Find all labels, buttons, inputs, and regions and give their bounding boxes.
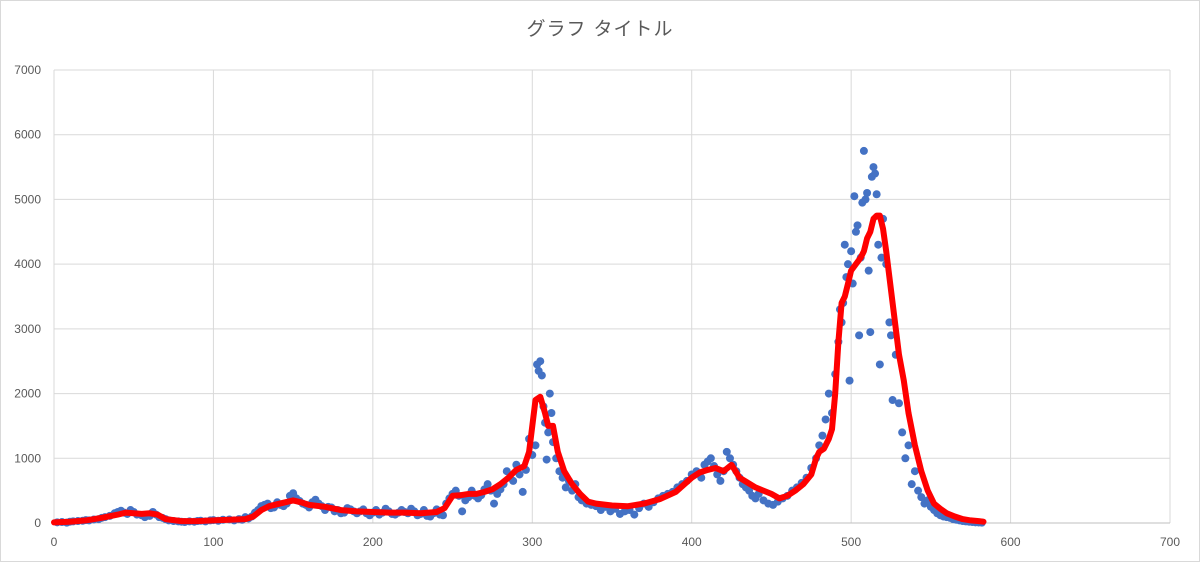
scatter-point: [861, 195, 870, 204]
scatter-point: [845, 376, 854, 385]
scatter-point: [863, 188, 872, 197]
x-tick-label: 600: [1001, 535, 1021, 549]
scatter-point: [544, 428, 553, 437]
scatter-point: [869, 163, 878, 172]
scatter-point: [917, 493, 926, 502]
scatter-point: [439, 511, 448, 520]
scatter-point: [914, 486, 923, 495]
scatter-point: [545, 389, 554, 398]
y-tick-label: 1000: [14, 451, 41, 465]
scatter-point: [859, 146, 868, 155]
scatter-point: [864, 266, 873, 275]
scatter-point: [518, 487, 527, 496]
scatter-point: [536, 357, 545, 366]
gridlines: [53, 69, 1171, 524]
scatter-point: [855, 331, 864, 340]
y-tick-label: 3000: [14, 322, 41, 336]
scatter-point: [904, 441, 913, 450]
scatter-point: [722, 447, 731, 456]
moving-average-line: [51, 212, 987, 526]
scatter-point: [885, 318, 894, 327]
scatter-point: [866, 328, 875, 337]
scatter-point: [537, 371, 546, 380]
scatter-point: [821, 415, 830, 424]
scatter-point: [818, 431, 827, 440]
scatter-point: [547, 408, 556, 417]
scatter-point: [483, 480, 492, 489]
chart-title: グラフ タイトル: [526, 18, 674, 40]
scatter-point: [630, 510, 639, 519]
scatter-point: [872, 190, 881, 199]
scatter-point: [542, 455, 551, 464]
scatter-point: [851, 227, 860, 236]
scatter-point: [910, 467, 919, 476]
scatter-point: [874, 240, 883, 249]
scatter-point: [877, 253, 886, 262]
scatter-point: [871, 169, 880, 178]
scatter-point: [894, 399, 903, 408]
scatter-point: [458, 507, 467, 516]
scatter-point: [887, 331, 895, 340]
scatter-point: [725, 454, 734, 463]
x-tick-label: 400: [682, 535, 702, 549]
x-tick-label: 500: [841, 535, 861, 549]
y-tick-label: 5000: [14, 192, 41, 206]
scatter-point: [824, 389, 833, 398]
scatter-point: [898, 428, 907, 437]
y-tick-label: 2000: [14, 387, 41, 401]
trend-line: [51, 212, 987, 526]
y-tick-label: 0: [34, 516, 41, 530]
x-tick-label: 0: [51, 535, 58, 549]
scatter-point: [531, 441, 540, 450]
scatter-point: [875, 360, 884, 369]
scatter-point: [901, 454, 910, 463]
scatter-point: [888, 396, 897, 405]
x-tick-label: 300: [522, 535, 542, 549]
x-tick-label: 200: [363, 535, 383, 549]
scatter-point: [850, 192, 859, 201]
scatter-point: [907, 480, 916, 489]
scatter-point: [561, 483, 570, 492]
x-tick-label: 700: [1160, 535, 1180, 549]
scatter-point: [706, 454, 715, 463]
scatter-point: [847, 247, 856, 256]
y-tick-label: 7000: [14, 63, 41, 77]
scatter-point: [490, 499, 499, 508]
scatter-point: [716, 476, 725, 485]
x-tick-label: 100: [203, 535, 223, 549]
x-axis-ticks: 0 100 200 300 400 500 600 700: [51, 535, 1181, 549]
y-axis-ticks: 0 1000 2000 3000 4000 5000 6000 7000: [14, 63, 41, 530]
y-tick-label: 4000: [14, 257, 41, 271]
scatter-point: [853, 221, 862, 230]
scatter-point: [840, 240, 849, 249]
y-tick-label: 6000: [14, 128, 41, 142]
scatter-point: [843, 260, 852, 269]
